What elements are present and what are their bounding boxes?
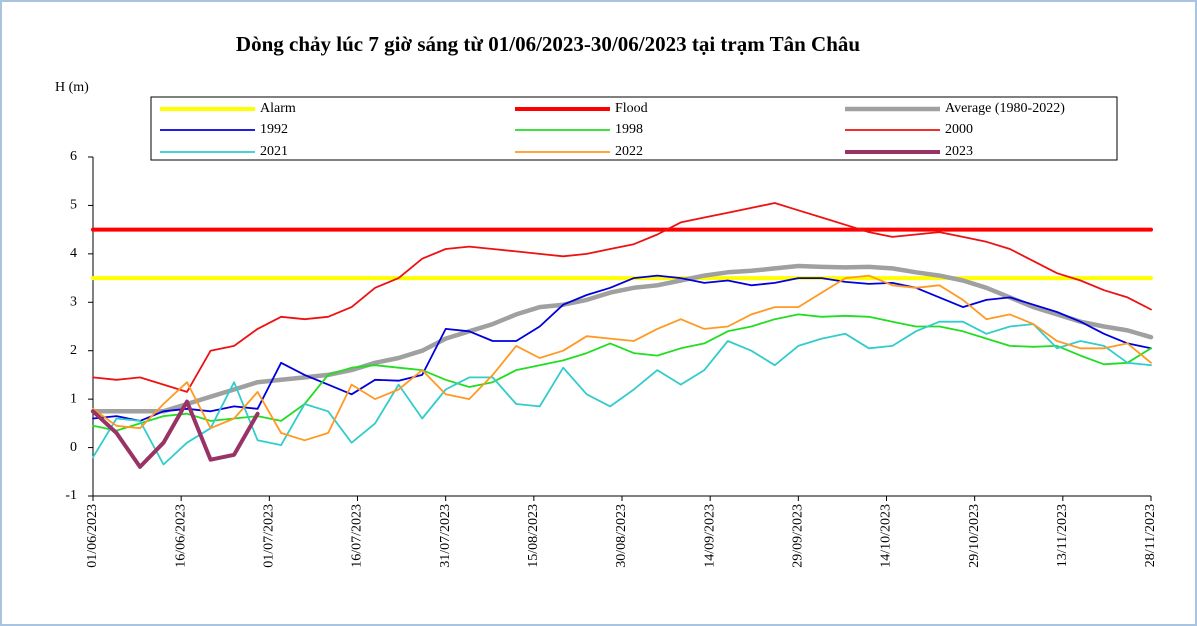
series-line [92,313,1152,432]
y-tick-label: 1 [70,391,77,406]
y-tick-label: 5 [70,198,77,213]
series-line [90,263,1154,414]
legend-label: 2000 [945,122,973,137]
legend-label: 2023 [945,144,973,159]
x-tick-label: 14/10/2023 [879,504,894,568]
legend-label: 1998 [615,122,643,137]
series-line [92,274,1152,422]
x-tick-label: 30/08/2023 [614,504,629,568]
legend-label: 1992 [260,122,288,137]
y-tick-label: 3 [70,295,77,310]
x-tick-label: 16/07/2023 [350,504,365,568]
x-tick-label: 15/08/2023 [526,504,541,568]
x-tick-label: 01/06/2023 [85,504,100,568]
series-line [92,274,1152,442]
y-tick-label: -1 [65,488,77,503]
x-tick-label: 14/09/2023 [702,504,717,568]
legend-label: Alarm [260,101,296,116]
x-tick-label: 01/07/2023 [262,504,277,568]
legend-label: 2021 [260,144,288,159]
y-tick-label: 0 [70,440,77,455]
x-tick-label: 13/11/2023 [1055,504,1070,567]
y-tick-label: 6 [70,149,77,164]
x-tick-label: 28/11/2023 [1143,504,1158,567]
x-tick-label: 31/07/2023 [438,504,453,568]
legend-label: Flood [615,101,648,116]
y-tick-label: 4 [70,246,77,261]
series-line [92,320,1152,466]
series-line [92,202,1152,393]
series-line [91,399,260,469]
legend [150,96,1118,161]
x-tick-label: 16/06/2023 [173,504,188,568]
y-tick-label: 2 [70,343,77,358]
y-axis-label: H (m) [55,80,89,95]
chart-title: Dòng chảy lúc 7 giờ sáng từ 01/06/2023-3… [236,32,860,56]
x-tick-label: 29/10/2023 [967,504,982,568]
legend-label: Average (1980-2022) [945,101,1065,116]
legend-label: 2022 [615,144,643,159]
x-tick-label: 29/09/2023 [791,504,806,568]
